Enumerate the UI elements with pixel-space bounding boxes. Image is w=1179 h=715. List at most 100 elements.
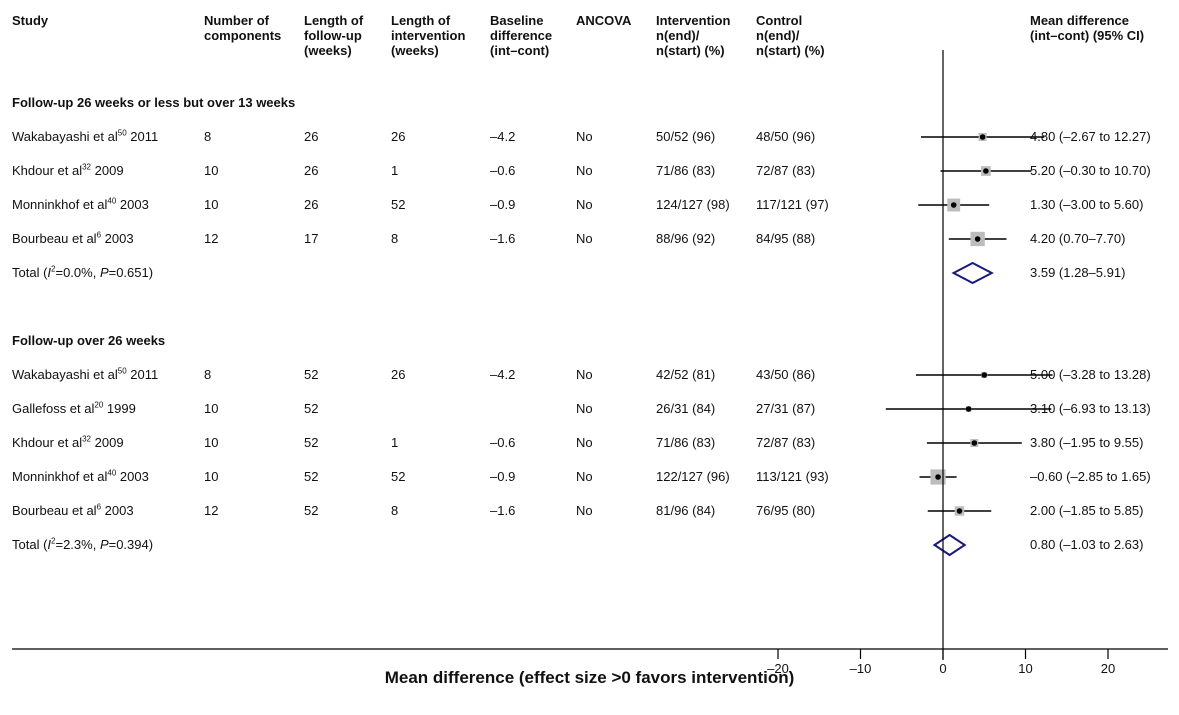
cell-ancova: No bbox=[576, 367, 593, 382]
cell-components: 10 bbox=[204, 197, 219, 212]
cell-control: 72/87 (83) bbox=[756, 435, 816, 450]
study-year: 2011 bbox=[126, 367, 159, 382]
header-intervention: Intervention n(end)/ n(start) (%) bbox=[656, 13, 731, 58]
cell-intervention: 122/127 (96) bbox=[656, 469, 730, 484]
cell-mean-difference: 3.10 (–6.93 to 13.13) bbox=[1030, 401, 1151, 416]
cell-control: 27/31 (87) bbox=[756, 401, 816, 416]
cell-followup: 26 bbox=[304, 129, 319, 144]
x-tick-label: 10 bbox=[1018, 661, 1033, 676]
cell-control: 113/121 (93) bbox=[756, 469, 829, 484]
study-name: Monninkhof et al40 2003 bbox=[12, 197, 149, 212]
cell-intervention-length: 26 bbox=[391, 367, 406, 382]
pooled-diamond bbox=[932, 533, 967, 557]
x-axis-title: Mean difference (effect size >0 favors i… bbox=[384, 668, 795, 687]
total-label-part: =2.3%, bbox=[55, 537, 100, 552]
cell-mean-difference: 5.00 (–3.28 to 13.28) bbox=[1030, 367, 1151, 382]
cell-ancova: No bbox=[576, 197, 593, 212]
cell-ancova: No bbox=[576, 163, 593, 178]
cell-mean-difference: –0.60 (–2.85 to 1.65) bbox=[1030, 469, 1151, 484]
cell-components: 12 bbox=[204, 503, 219, 518]
cell-followup: 26 bbox=[304, 163, 319, 178]
study-name: Khdour et al32 2009 bbox=[12, 163, 124, 178]
cell-intervention: 50/52 (96) bbox=[656, 129, 716, 144]
section-title: Follow-up over 26 weeks bbox=[12, 333, 166, 348]
x-tick-label: 0 bbox=[939, 661, 947, 676]
study-name: Wakabayashi et al50 2011 bbox=[12, 367, 158, 382]
study-year: 2003 bbox=[101, 231, 134, 246]
header-baseline: Baseline difference (int–cont) bbox=[490, 13, 553, 58]
total-label: Total (I2=0.0%, P=0.651) bbox=[12, 265, 153, 280]
cell-intervention: 42/52 (81) bbox=[656, 367, 716, 382]
cell-components: 10 bbox=[204, 163, 219, 178]
point-estimate bbox=[981, 372, 988, 378]
cell-mean-difference: 1.30 (–3.00 to 5.60) bbox=[1030, 197, 1144, 212]
cell-intervention-length: 1 bbox=[391, 435, 399, 450]
study-reference: 32 bbox=[82, 162, 92, 172]
cell-control: 72/87 (83) bbox=[756, 163, 816, 178]
x-tick-label: –20 bbox=[767, 661, 789, 676]
cell-mean-difference: 4.80 (–2.67 to 12.27) bbox=[1030, 129, 1151, 144]
total-mean-difference: 0.80 (–1.03 to 2.63) bbox=[1030, 537, 1144, 552]
header-intervention-length: Length of intervention (weeks) bbox=[391, 13, 466, 58]
study-name: Gallefoss et al20 1999 bbox=[12, 401, 136, 416]
study-reference: 40 bbox=[107, 196, 117, 206]
cell-control: 48/50 (96) bbox=[756, 129, 816, 144]
study-reference: 32 bbox=[82, 434, 92, 444]
study-author: Bourbeau et al bbox=[12, 231, 97, 246]
cell-ancova: No bbox=[576, 503, 593, 518]
cell-intervention: 124/127 (98) bbox=[656, 197, 730, 212]
cell-intervention: 26/31 (84) bbox=[656, 401, 716, 416]
study-year: 2003 bbox=[116, 197, 149, 212]
study-name: Monninkhof et al40 2003 bbox=[12, 469, 149, 484]
cell-baseline: –0.6 bbox=[490, 163, 516, 178]
cell-intervention: 81/96 (84) bbox=[656, 503, 716, 518]
point-estimate bbox=[956, 508, 963, 514]
cell-followup: 52 bbox=[304, 367, 319, 382]
cell-intervention-length: 8 bbox=[391, 503, 399, 518]
cell-components: 12 bbox=[204, 231, 219, 246]
x-tick-label: 20 bbox=[1100, 661, 1116, 676]
total-label-part: =0.651) bbox=[108, 265, 154, 280]
study-reference: 50 bbox=[117, 366, 127, 376]
cell-intervention: 71/86 (83) bbox=[656, 435, 716, 450]
study-year: 2009 bbox=[91, 163, 124, 178]
cell-intervention-length: 8 bbox=[391, 231, 399, 246]
study-author: Monninkhof et al bbox=[12, 197, 108, 212]
study-author: Gallefoss et al bbox=[12, 401, 95, 416]
total-label-part: P bbox=[99, 537, 109, 552]
cell-baseline: –1.6 bbox=[490, 231, 516, 246]
header-followup: Length of follow-up (weeks) bbox=[304, 13, 364, 58]
total-label-part: I bbox=[47, 537, 52, 552]
study-year: 1999 bbox=[103, 401, 136, 416]
cell-components: 8 bbox=[204, 129, 212, 144]
point-estimate bbox=[950, 202, 957, 208]
total-label-part: I bbox=[47, 265, 52, 280]
cell-ancova: No bbox=[576, 231, 593, 246]
cell-ancova: No bbox=[576, 129, 593, 144]
point-estimate bbox=[965, 406, 972, 412]
study-name: Bourbeau et al6 2003 bbox=[12, 503, 134, 518]
header-control: Control n(end)/ n(start) (%) bbox=[756, 13, 825, 58]
total-label-part: P bbox=[99, 265, 109, 280]
cell-mean-difference: 3.80 (–1.95 to 9.55) bbox=[1030, 435, 1144, 450]
cell-intervention: 88/96 (92) bbox=[656, 231, 716, 246]
total-label-part: =0.394) bbox=[108, 537, 154, 552]
study-reference: 20 bbox=[94, 400, 104, 410]
study-year: 2003 bbox=[101, 503, 134, 518]
study-name: Wakabayashi et al50 2011 bbox=[12, 129, 158, 144]
study-author: Bourbeau et al bbox=[12, 503, 97, 518]
cell-baseline: –4.2 bbox=[490, 367, 516, 382]
cell-baseline: –0.6 bbox=[490, 435, 516, 450]
point-estimate bbox=[979, 134, 986, 140]
cell-baseline: –1.6 bbox=[490, 503, 516, 518]
study-name: Bourbeau et al6 2003 bbox=[12, 231, 134, 246]
cell-mean-difference: 4.20 (0.70–7.70) bbox=[1030, 231, 1126, 246]
cell-ancova: No bbox=[576, 435, 593, 450]
cell-followup: 17 bbox=[304, 231, 319, 246]
point-estimate bbox=[971, 440, 978, 446]
study-reference: 40 bbox=[107, 468, 117, 478]
study-author: Wakabayashi et al bbox=[12, 129, 118, 144]
total-mean-difference: 3.59 (1.28–5.91) bbox=[1030, 265, 1126, 280]
study-author: Monninkhof et al bbox=[12, 469, 108, 484]
